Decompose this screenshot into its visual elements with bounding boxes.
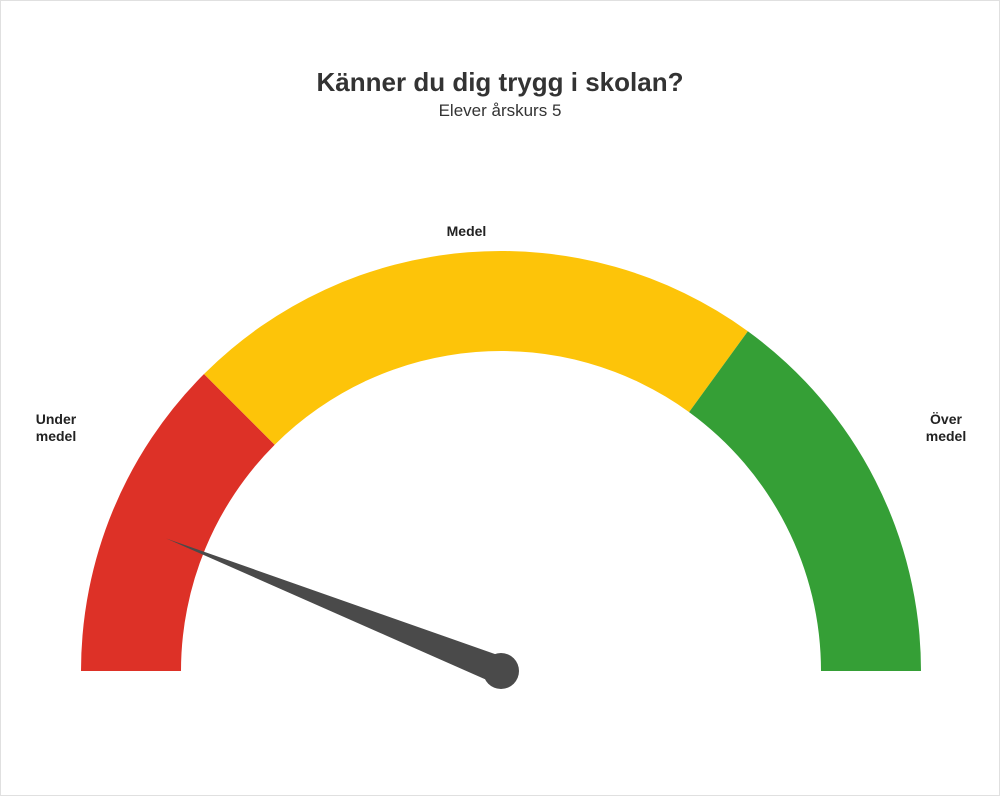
gauge-chart <box>1 1 1000 802</box>
gauge-segment <box>204 251 748 445</box>
gauge-svg <box>1 1 1000 797</box>
segment-label-over-medel: Över medel <box>916 411 976 446</box>
segment-label-medel: Medel <box>406 223 526 241</box>
segment-label-under-medel: Under medel <box>26 411 86 446</box>
gauge-needle <box>166 538 506 684</box>
gauge-segment <box>689 331 921 671</box>
chart-frame: Känner du dig trygg i skolan? Elever års… <box>0 0 1000 796</box>
gauge-needle-hub <box>483 653 519 689</box>
gauge-segment <box>81 374 275 671</box>
